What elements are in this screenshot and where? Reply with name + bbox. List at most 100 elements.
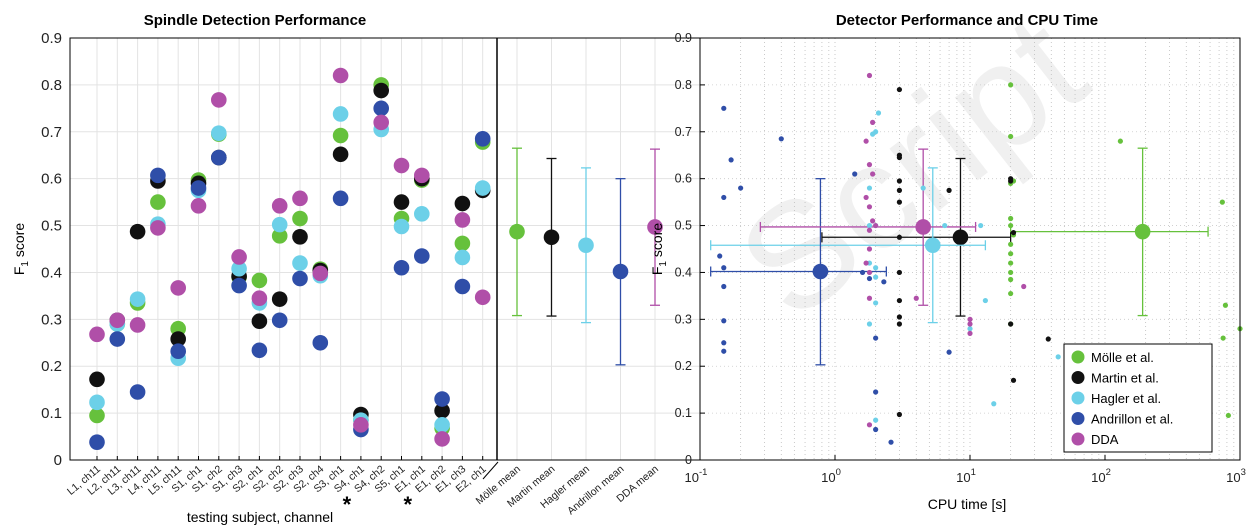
- right-point: [967, 330, 973, 336]
- left-point: [332, 127, 349, 144]
- right-point: [1008, 321, 1014, 327]
- right-point: [1008, 133, 1014, 140]
- left-point: [89, 394, 105, 411]
- right-x-tick-base: 10: [821, 470, 835, 485]
- right-x-axis-label: CPU time [s]: [928, 496, 1007, 512]
- left-y-tick: 0.6: [41, 171, 62, 188]
- right-point: [1008, 82, 1014, 88]
- right-y-tick: 0.8: [675, 78, 692, 92]
- right-point: [1021, 283, 1027, 290]
- left-point: [271, 198, 288, 214]
- right-x-tick-exp: 3: [1241, 467, 1246, 478]
- right-mean-errorbars: [710, 147, 1209, 366]
- left-point: [373, 82, 390, 99]
- left-point: [312, 265, 329, 282]
- right-point: [1220, 335, 1226, 341]
- legend-box: [1063, 343, 1213, 453]
- left-point: [129, 317, 146, 333]
- right-point: [721, 105, 727, 111]
- right-y-tick: 0.3: [675, 312, 692, 326]
- right-point: [888, 439, 894, 445]
- left-point: [271, 228, 288, 244]
- right-point: [1008, 176, 1014, 182]
- right-point: [1008, 241, 1014, 247]
- right-x-tick-labels: 10-1 100 101 102 103: [685, 455, 1246, 485]
- legend-label: Andrillon et al.: [1091, 412, 1173, 427]
- left-point: [414, 248, 430, 264]
- left-chart-title: Spindle Detection Performance: [144, 12, 367, 29]
- left-point: [251, 342, 268, 359]
- left-mean-point: [543, 229, 560, 246]
- right-point: [946, 187, 952, 193]
- left-point: [332, 106, 349, 122]
- right-point: [866, 185, 873, 191]
- right-point: [721, 348, 727, 354]
- left-y-tick: 0.1: [41, 405, 62, 422]
- right-mean-point: [924, 237, 941, 254]
- left-point: [454, 212, 471, 228]
- legend-marker: [1071, 412, 1085, 425]
- right-point: [896, 187, 903, 193]
- right-chart: Detector Performance and CPU Time 0 0.1 0.…: [649, 12, 1246, 512]
- left-point: [109, 312, 126, 329]
- left-point: [312, 334, 329, 351]
- left-point: [454, 249, 471, 266]
- left-mean-point: [509, 223, 525, 240]
- right-x-tick-base: 10: [685, 470, 699, 485]
- right-point: [873, 300, 879, 306]
- right-point: [873, 426, 879, 433]
- right-point: [1008, 290, 1014, 297]
- right-y-tick-labels: 0 0.1 0.2 0.3 0.4 0.5 0.6 0.7 0.8 0.9: [675, 31, 705, 467]
- left-point: [89, 326, 105, 343]
- left-mean-point: [578, 237, 594, 254]
- left-point: [292, 190, 308, 207]
- left-point: [393, 218, 410, 235]
- left-point: [170, 331, 186, 347]
- right-y-axis-label: F1 score: [649, 223, 669, 275]
- right-point: [896, 154, 903, 161]
- left-point: [414, 167, 430, 184]
- right-point: [982, 297, 988, 304]
- right-mean-point: [952, 229, 969, 246]
- right-point: [721, 194, 727, 201]
- right-y-tick: 0.7: [675, 125, 692, 139]
- right-point: [967, 316, 973, 322]
- right-point: [873, 335, 879, 341]
- left-point: [474, 289, 491, 306]
- left-point: [393, 157, 410, 174]
- left-point: [393, 259, 410, 276]
- right-point: [991, 401, 997, 407]
- left-gridlines: [70, 38, 700, 460]
- left-point: [332, 67, 349, 84]
- left-point: [251, 313, 268, 330]
- right-x-tick-base: 10: [1226, 470, 1240, 485]
- left-point: [434, 391, 450, 407]
- left-star-marker: *: [343, 492, 352, 517]
- left-point: [89, 434, 105, 450]
- left-point: [434, 417, 450, 433]
- right-point: [1055, 354, 1061, 360]
- right-point: [942, 222, 948, 229]
- legend-label: DDA: [1091, 432, 1119, 447]
- left-point: [190, 198, 207, 214]
- right-point: [967, 326, 973, 332]
- left-y-tick: 0.5: [41, 218, 62, 235]
- right-point: [873, 265, 879, 271]
- left-points: [89, 67, 491, 450]
- left-point: [89, 407, 105, 424]
- right-point: [870, 218, 876, 224]
- right-point: [866, 321, 873, 327]
- right-point: [1222, 302, 1229, 308]
- right-point: [873, 222, 879, 229]
- left-point: [211, 149, 227, 166]
- legend-marker: [1071, 391, 1085, 405]
- left-point: [89, 371, 105, 388]
- left-y-tick: 0.8: [41, 77, 62, 94]
- right-point: [1225, 412, 1231, 419]
- legend-marker: [1071, 432, 1085, 446]
- right-point: [866, 162, 873, 168]
- right-point: [863, 138, 869, 144]
- right-point: [873, 417, 879, 423]
- left-point: [190, 180, 207, 196]
- left-point: [150, 167, 166, 184]
